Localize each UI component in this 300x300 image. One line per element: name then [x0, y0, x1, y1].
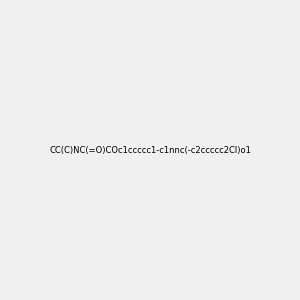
- Text: CC(C)NC(=O)COc1ccccc1-c1nnc(-c2ccccc2Cl)o1: CC(C)NC(=O)COc1ccccc1-c1nnc(-c2ccccc2Cl)…: [49, 146, 251, 154]
